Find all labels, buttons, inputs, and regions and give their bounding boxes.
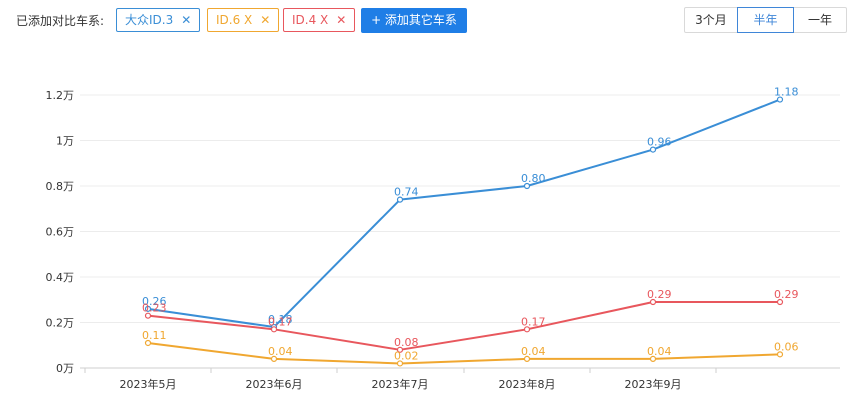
data-label: 0.04 — [647, 345, 672, 358]
y-tick-label: 0.8万 — [46, 180, 75, 193]
data-label: 1.18 — [774, 86, 799, 99]
close-icon[interactable]: ✕ — [336, 13, 347, 27]
data-point — [649, 146, 657, 153]
data-point — [144, 312, 152, 319]
data-label: 0.74 — [394, 186, 419, 199]
data-label: 0.08 — [394, 336, 419, 349]
data-label: 0.80 — [521, 172, 546, 185]
data-point — [523, 182, 531, 190]
compare-toolbar: 已添加对比车系: 大众ID.3 ✕ ID.6 X ✕ ID.4 X ✕ + 添加其它车… — [0, 0, 852, 42]
data-point — [649, 355, 657, 362]
data-label: 0.04 — [268, 345, 293, 358]
series-chip-id4x[interactable]: ID.4 X ✕ — [283, 8, 356, 32]
x-tick-label: 2023年6月 — [246, 377, 303, 391]
data-point — [270, 355, 278, 362]
y-tick-label: 1.2万 — [46, 89, 75, 102]
data-point — [776, 351, 784, 358]
add-series-button[interactable]: + 添加其它车系 — [361, 8, 467, 33]
y-tick-label: 1万 — [56, 135, 74, 148]
chip-label: ID.4 X — [292, 13, 329, 27]
y-tick-label: 0.4万 — [46, 271, 75, 284]
data-point — [396, 346, 404, 353]
data-point — [649, 298, 657, 306]
y-tick-label: 0.2万 — [46, 317, 75, 330]
data-point — [523, 326, 531, 333]
close-icon[interactable]: ✕ — [260, 13, 271, 27]
series-line — [147, 301, 780, 351]
x-tick-label: 2023年7月 — [372, 377, 429, 391]
x-tick-label: 2023年8月 — [499, 377, 556, 391]
range-half-year-button[interactable]: 半年 — [737, 7, 794, 33]
data-label: 0.17 — [521, 315, 546, 328]
data-label: 0.04 — [521, 345, 546, 358]
data-point — [144, 305, 152, 312]
range-one-year-button[interactable]: 一年 — [793, 7, 847, 33]
data-point — [144, 339, 152, 347]
data-point — [396, 360, 404, 367]
close-icon[interactable]: ✕ — [181, 13, 192, 27]
data-label: 0.06 — [774, 340, 799, 353]
data-point — [776, 96, 784, 103]
series-chip-id6x[interactable]: ID.6 X ✕ — [207, 8, 280, 32]
compare-label: 已添加对比车系: — [16, 14, 105, 28]
data-point — [776, 298, 784, 306]
series-line — [147, 98, 781, 329]
series-chip-id3[interactable]: 大众ID.3 ✕ — [116, 8, 201, 32]
data-label: 0.02 — [394, 349, 419, 362]
data-label: 0.26 — [142, 295, 167, 308]
range-3-months-button[interactable]: 3个月 — [684, 7, 738, 33]
chip-label: 大众ID.3 — [125, 13, 174, 27]
data-point — [396, 196, 404, 203]
y-tick-label: 0.6万 — [46, 226, 75, 239]
y-tick-label: 0万 — [56, 362, 74, 375]
data-label: 0.11 — [142, 329, 167, 342]
x-tick-label: 2023年9月 — [625, 377, 682, 391]
x-tick-label: 2023年5月 — [120, 377, 177, 391]
data-point — [523, 355, 531, 362]
data-label: 0.18 — [268, 313, 293, 326]
data-label: 0.96 — [647, 136, 672, 149]
data-label: 0.29 — [774, 288, 799, 301]
data-label: 0.23 — [142, 302, 167, 315]
data-label: 0.29 — [647, 288, 672, 301]
chip-label: ID.6 X — [216, 13, 253, 27]
series-line — [147, 341, 781, 365]
data-label: 0.17 — [268, 315, 293, 328]
data-point — [270, 326, 278, 333]
line-chart: 0.26 0.18 0.74 0.80 0.96 1.18 0.23 0.17 0.08 0.17… — [46, 86, 840, 391]
